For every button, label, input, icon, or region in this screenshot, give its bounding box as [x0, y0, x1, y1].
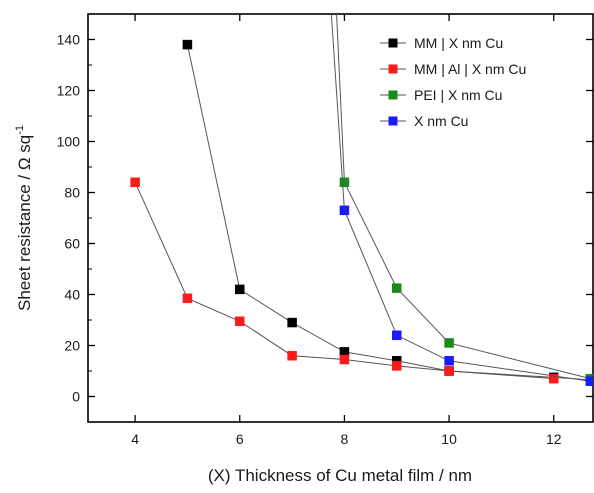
y-tick-label: 80 [64, 185, 80, 201]
legend-marker [388, 116, 398, 126]
series-0 [182, 39, 593, 385]
y-tick-label: 60 [64, 236, 80, 252]
data-point [235, 316, 245, 327]
x-axis-label: (X) Thickness of Cu metal film / nm [208, 466, 472, 485]
data-point [549, 373, 559, 384]
data-point [444, 356, 454, 366]
series-1 [130, 177, 559, 384]
y-tick-label: 20 [64, 338, 80, 354]
legend-marker [388, 64, 398, 74]
legend-item: MM | Al | X nm Cu [380, 61, 526, 77]
data-point [235, 284, 245, 295]
series-line [186, 44, 591, 381]
data-point [287, 350, 297, 361]
legend-label: PEI | X nm Cu [414, 87, 502, 103]
series-3 [330, 14, 593, 386]
data-point [339, 354, 350, 365]
data-point [339, 177, 350, 188]
data-point [182, 39, 193, 50]
data-point [339, 205, 350, 216]
y-axis-label-main: Sheet resistance / Ω sq [15, 135, 34, 311]
y-tick-label: 120 [57, 83, 81, 99]
data-point [585, 376, 593, 386]
legend-marker [388, 38, 398, 48]
y-axis-label-superscript: -1 [14, 125, 26, 135]
legend-label: MM | Al | X nm Cu [414, 61, 526, 77]
y-tick-label: 40 [64, 287, 80, 303]
data-point [392, 361, 402, 371]
data-point [130, 177, 140, 188]
y-tick-label: 100 [57, 134, 81, 150]
y-tick-label: 140 [57, 32, 81, 48]
x-tick-label: 12 [546, 431, 562, 447]
data-point [392, 283, 402, 293]
y-tick-label: 0 [72, 389, 80, 405]
x-tick-label: 10 [441, 431, 457, 447]
x-tick-label: 4 [131, 431, 139, 447]
series-layer [130, 14, 593, 386]
legend-label: X nm Cu [414, 113, 468, 129]
legend-item: PEI | X nm Cu [380, 87, 502, 103]
series-line [134, 182, 554, 380]
x-tick-label: 6 [236, 431, 244, 447]
data-point [182, 293, 193, 304]
legend-item: X nm Cu [380, 113, 468, 129]
x-tick-label: 8 [341, 431, 349, 447]
data-point [392, 330, 402, 341]
legend-item: MM | X nm Cu [380, 35, 503, 51]
data-point [444, 338, 454, 348]
y-axis-label: Sheet resistance / Ω sq-1 [14, 125, 34, 311]
data-point [444, 366, 454, 376]
legend-marker [388, 90, 398, 100]
legend: MM | X nm Cu MM | Al | X nm Cu PEI | X nm … [380, 35, 526, 129]
data-point [287, 317, 297, 328]
legend-label: MM | X nm Cu [414, 35, 503, 51]
